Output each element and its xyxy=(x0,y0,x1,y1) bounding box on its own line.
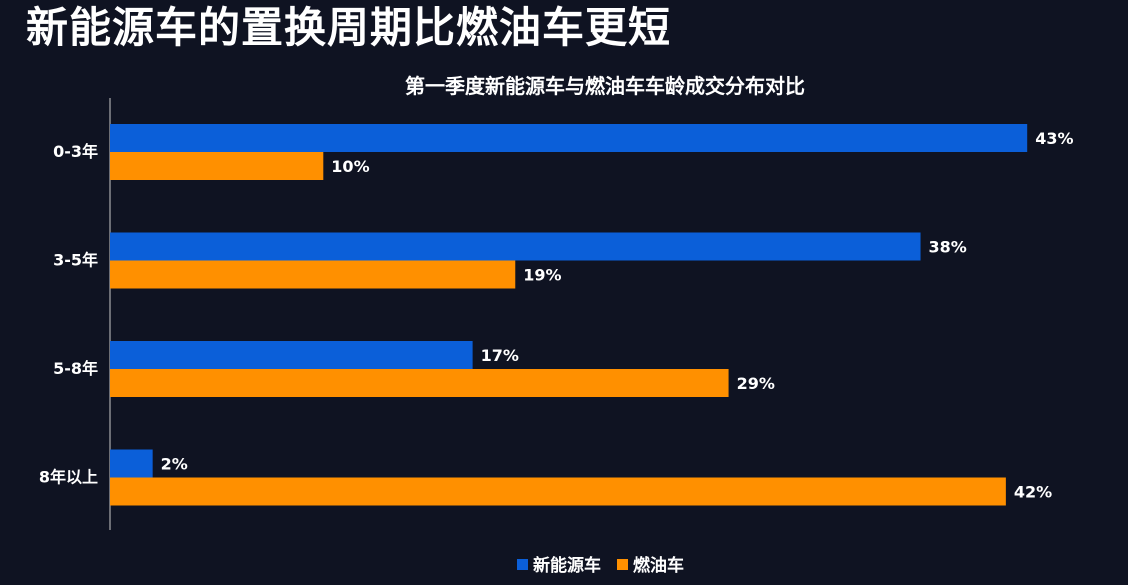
category-label: 3-5年 xyxy=(53,251,98,270)
bar-nev-0 xyxy=(110,124,1028,152)
data-label: 19% xyxy=(523,266,561,285)
bar-fuel-0 xyxy=(110,152,324,180)
category-label: 8年以上 xyxy=(39,468,98,487)
plot-area: 0-3年 43% 10% 3-5年 38% 19% 5-8年 17% 29% 8年以上 2% 42% xyxy=(39,124,1073,506)
legend-label-fuel: 燃油车 xyxy=(633,555,684,576)
bar-nev-2 xyxy=(110,341,473,369)
category-label: 0-3年 xyxy=(53,142,98,161)
data-label: 10% xyxy=(331,157,369,176)
category-label: 5-8年 xyxy=(53,359,98,378)
data-label: 38% xyxy=(929,238,967,257)
data-label: 29% xyxy=(737,374,775,393)
bar-fuel-2 xyxy=(110,369,729,397)
legend-swatch-nev xyxy=(517,559,528,570)
bar-nev-1 xyxy=(110,232,921,261)
page-headline: 新能源车的置换周期比燃油车更短 xyxy=(26,3,672,52)
chart-title: 第一季度新能源车与燃油车车龄成交分布对比 xyxy=(405,74,805,98)
bar-fuel-3 xyxy=(110,477,1006,506)
data-label: 43% xyxy=(1035,129,1073,148)
legend-swatch-fuel xyxy=(617,559,628,570)
legend-label-nev: 新能源车 xyxy=(533,555,601,576)
data-label: 17% xyxy=(481,346,519,365)
legend: 新能源车 燃油车 xyxy=(517,555,684,576)
data-label: 42% xyxy=(1014,483,1052,502)
bar-fuel-1 xyxy=(110,260,516,289)
bar-nev-3 xyxy=(110,449,153,478)
data-label: 2% xyxy=(161,455,188,474)
